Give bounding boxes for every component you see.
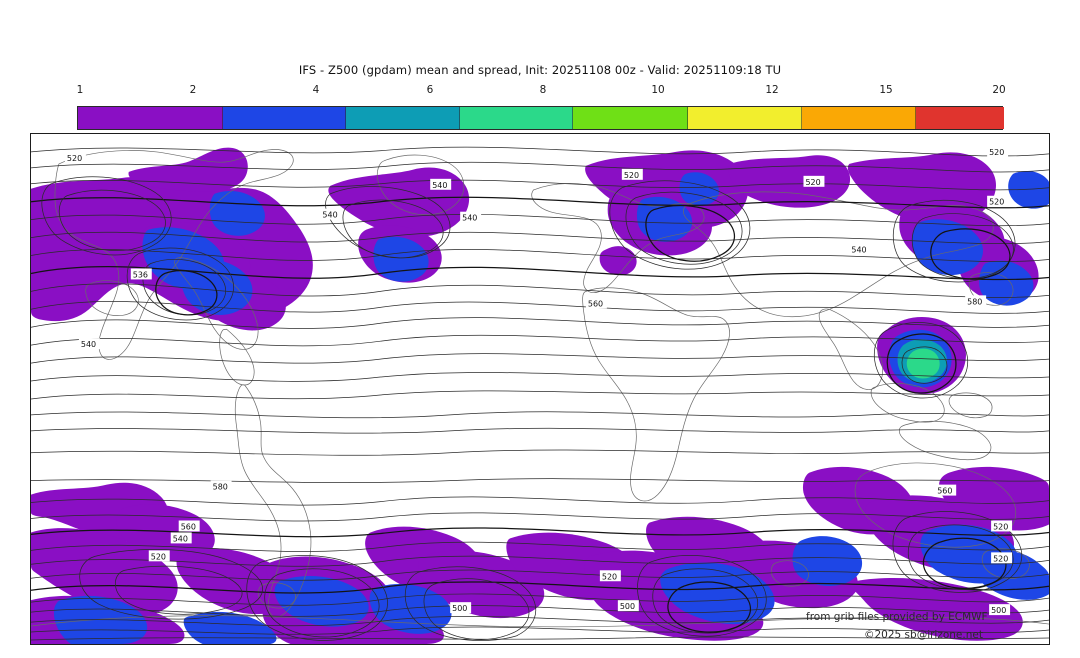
svg-text:580: 580 — [213, 483, 228, 492]
contour-label-540-d: 540 — [460, 211, 482, 223]
colorbar-segment-1-2 — [78, 107, 223, 129]
svg-text:540: 540 — [851, 246, 866, 255]
colorbar-segment-10-12 — [688, 107, 802, 129]
colorbar-tick-1: 1 — [76, 84, 84, 96]
contour-label-520-g: 520 — [599, 570, 621, 581]
svg-text:520: 520 — [989, 148, 1004, 157]
contour-label-500-c: 500 — [989, 604, 1011, 615]
contour-label-520-d: 520 — [987, 145, 1009, 157]
colorbar-tick-4: 4 — [312, 84, 320, 96]
svg-text:540: 540 — [322, 211, 337, 220]
contour-label-500-b: 500 — [617, 600, 639, 611]
contour-label-520-b: 520 — [621, 168, 643, 180]
contour-label-580-b: 580 — [210, 480, 232, 492]
contour-label-520-f: 520 — [148, 550, 170, 561]
colorbar-segment-8-10 — [573, 107, 688, 129]
svg-text:580: 580 — [967, 297, 982, 306]
svg-text:536: 536 — [133, 270, 148, 279]
contour-label-540-a: 540 — [78, 338, 100, 349]
isolines-southern — [31, 496, 1049, 641]
colorbar-tick-10: 10 — [651, 84, 665, 96]
contour-labels: 520 540 536 540 540 — [64, 145, 1013, 615]
contour-label-560-c: 560 — [935, 484, 957, 496]
svg-text:540: 540 — [81, 340, 96, 349]
data-source-credit: from grib files provided by ECMWF — [806, 611, 988, 623]
svg-text:540: 540 — [432, 181, 447, 190]
colorbar-tick-6: 6 — [426, 84, 434, 96]
svg-text:520: 520 — [602, 572, 617, 581]
colorbar-segment-4-6 — [346, 107, 460, 129]
contour-label-540-f: 540 — [170, 532, 192, 543]
contour-label-520-c: 520 — [803, 175, 825, 187]
colorbar[interactable] — [77, 106, 1004, 130]
map-canvas: .spread1 { fill:#8A0FC4; } .spread2 { fi… — [31, 134, 1049, 644]
map-panel[interactable]: .spread1 { fill:#8A0FC4; } .spread2 { fi… — [30, 133, 1050, 645]
contour-label-520-e: 520 — [987, 195, 1009, 207]
contour-label-540-b: 540 — [320, 208, 342, 220]
svg-text:520: 520 — [993, 522, 1008, 531]
colorbar-segment-12-15 — [802, 107, 916, 129]
colorbar-tick-12: 12 — [765, 84, 779, 96]
contour-label-540-c: 540 — [430, 178, 452, 190]
colorbar-segment-15-20 — [916, 107, 1004, 129]
page-title: IFS - Z500 (gpdam) mean and spread, Init… — [298, 63, 782, 77]
svg-text:540: 540 — [462, 214, 477, 223]
colorbar-tick-15: 15 — [879, 84, 893, 96]
svg-text:520: 520 — [624, 171, 639, 180]
svg-text:500: 500 — [452, 604, 467, 613]
contour-label-520-a: 520 — [64, 151, 86, 163]
svg-text:500: 500 — [991, 606, 1006, 615]
svg-text:520: 520 — [151, 552, 166, 561]
colorbar-tick-2: 2 — [189, 84, 197, 96]
svg-text:560: 560 — [588, 299, 603, 308]
copyright-notice: ©2025 sb@irizone.net — [864, 629, 983, 641]
contour-label-536-a: 536 — [130, 268, 152, 279]
svg-text:520: 520 — [993, 554, 1008, 563]
svg-text:560: 560 — [937, 487, 952, 496]
colorbar-segment-6-8 — [460, 107, 573, 129]
svg-text:520: 520 — [67, 154, 82, 163]
contour-label-580-a: 580 — [965, 295, 987, 306]
contour-label-520-i: 520 — [991, 552, 1013, 563]
contour-label-520-h: 520 — [991, 520, 1013, 531]
coastlines — [31, 149, 1049, 628]
svg-text:520: 520 — [805, 178, 820, 187]
svg-text:540: 540 — [173, 534, 188, 543]
isolines-northern — [31, 146, 1049, 400]
contour-label-540-e: 540 — [849, 243, 871, 255]
colorbar-tick-20: 20 — [992, 84, 1006, 96]
colorbar-tick-8: 8 — [539, 84, 547, 96]
colorbar-segment-2-4 — [223, 107, 346, 129]
svg-text:500: 500 — [620, 602, 635, 611]
colorbar-tick-labels: 1 2 4 6 8 10 12 15 20 — [0, 84, 1080, 100]
contour-label-500-a: 500 — [450, 602, 472, 613]
spread-fill-level-4 — [906, 348, 940, 379]
svg-text:560: 560 — [181, 522, 196, 531]
contour-label-560-b: 560 — [178, 520, 200, 531]
svg-text:520: 520 — [989, 198, 1004, 207]
contour-label-560-a: 560 — [585, 297, 607, 308]
